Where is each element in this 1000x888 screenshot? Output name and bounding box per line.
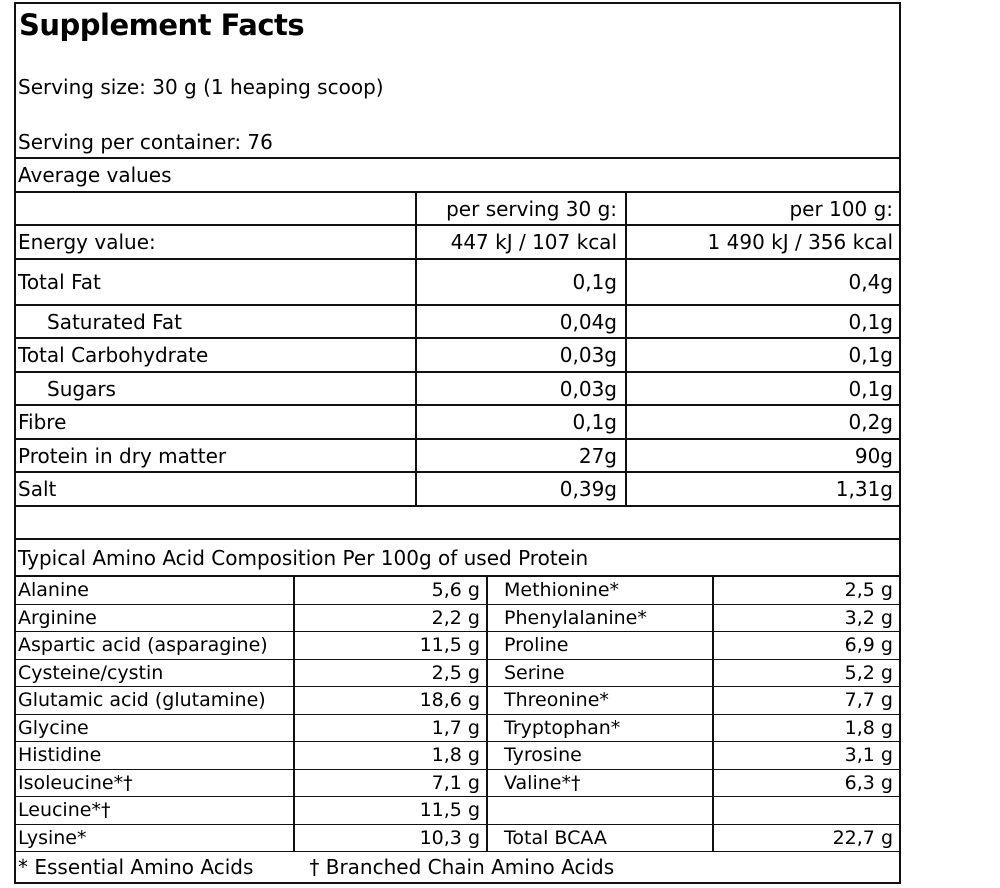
amino-value-cell: 1,7 g xyxy=(293,714,486,742)
amino-name-cell xyxy=(486,797,712,825)
nutrition-table: per serving 30 g: per 100 g: Energy valu… xyxy=(16,191,899,507)
per-100g-cell: 90g xyxy=(625,440,899,473)
per-serving-cell: 0,1g xyxy=(415,260,625,306)
amino-value-cell xyxy=(712,797,899,825)
footnotes-row: * Essential Amino Acids † Branched Chain… xyxy=(16,852,899,882)
amino-value-cell: 2,2 g xyxy=(293,604,486,632)
nutrition-label-cell: Protein in dry matter xyxy=(16,440,415,473)
amino-name-cell: Methionine* xyxy=(486,577,712,605)
amino-name-cell: Histidine xyxy=(16,742,293,770)
amino-value-cell: 1,8 g xyxy=(712,714,899,742)
amino-name-cell: Isoleucine*† xyxy=(16,770,293,797)
amino-value-cell: 3,1 g xyxy=(712,742,899,770)
per-serving-cell: 0,1g xyxy=(415,406,625,440)
amino-value-cell: 10,3 g xyxy=(293,824,486,852)
amino-name-cell: Proline xyxy=(486,632,712,660)
per-serving-cell: 447 kJ / 107 kcal xyxy=(415,226,625,260)
amino-value-cell: 2,5 g xyxy=(712,577,899,605)
amino-value-cell: 11,5 g xyxy=(293,632,486,660)
per-100g-cell: 0,1g xyxy=(625,306,899,339)
amino-name-cell: Glutamic acid (glutamine) xyxy=(16,687,293,715)
label-header: Supplement Facts Serving size: 30 g (1 h… xyxy=(16,4,899,157)
nutrition-label-cell: Fibre xyxy=(16,406,415,440)
amino-value-cell: 7,7 g xyxy=(712,687,899,715)
amino-value-cell: 5,2 g xyxy=(712,659,899,687)
per-100g-cell: 1 490 kJ / 356 kcal xyxy=(625,226,899,260)
amino-value-cell: 2,5 g xyxy=(293,659,486,687)
amino-name-cell: Total BCAA xyxy=(486,824,712,852)
nutrition-label-cell: Energy value: xyxy=(16,226,415,260)
amino-value-cell: 5,6 g xyxy=(293,577,486,605)
average-values-label: Average values xyxy=(18,163,172,187)
amino-name-cell: Leucine*† xyxy=(16,797,293,825)
amino-name-cell: Tryptophan* xyxy=(486,714,712,742)
amino-name-cell: Tyrosine xyxy=(486,742,712,770)
per-100g-cell: 0,1g xyxy=(625,373,899,406)
amino-name-cell: Alanine xyxy=(16,577,293,605)
per-100g-cell: 1,31g xyxy=(625,473,899,507)
amino-name-cell: Aspartic acid (asparagine) xyxy=(16,632,293,660)
supplement-facts-label: Supplement Facts Serving size: 30 g (1 h… xyxy=(14,2,901,884)
nutrition-label-cell: Salt xyxy=(16,473,415,507)
amino-value-cell: 1,8 g xyxy=(293,742,486,770)
servings-per-container-text: Serving per container: 76 xyxy=(18,130,273,154)
nutrition-label-cell: Sugars xyxy=(16,373,415,406)
footnote-essential: * Essential Amino Acids xyxy=(18,855,254,879)
per-serving-cell: 0,04g xyxy=(415,306,625,339)
nutrition-col-header-per-100g: per 100 g: xyxy=(625,193,899,226)
per-serving-cell: 0,39g xyxy=(415,473,625,507)
amino-section-heading: Typical Amino Acid Composition Per 100g … xyxy=(18,545,589,570)
amino-name-cell: Threonine* xyxy=(486,687,712,715)
amino-value-cell: 6,3 g xyxy=(712,769,899,797)
spacer-band xyxy=(16,507,899,538)
nutrition-label-cell: Total Fat xyxy=(16,260,415,306)
amino-name-cell: Glycine xyxy=(16,715,293,742)
amino-name-cell: Arginine xyxy=(16,605,293,632)
nutrition-label-cell: Saturated Fat xyxy=(16,306,415,339)
amino-value-cell: 3,2 g xyxy=(712,604,899,632)
amino-section-heading-row: Typical Amino Acid Composition Per 100g … xyxy=(16,538,899,577)
per-serving-cell: 0,03g xyxy=(415,339,625,373)
per-serving-cell: 0,03g xyxy=(415,373,625,406)
per-100g-cell: 0,2g xyxy=(625,406,899,440)
amino-value-cell: 22,7 g xyxy=(712,824,899,852)
amino-name-cell: Phenylalanine* xyxy=(486,604,712,632)
average-values-row: Average values xyxy=(16,157,899,191)
amino-name-cell: Serine xyxy=(486,659,712,687)
nutrition-col-header-per-serving: per serving 30 g: xyxy=(415,193,625,226)
amino-name-cell: Lysine* xyxy=(16,825,293,852)
serving-size-text: Serving size: 30 g (1 heaping scoop) xyxy=(18,75,384,99)
amino-name-cell: Valine*† xyxy=(486,769,712,797)
per-100g-cell: 0,4g xyxy=(625,260,899,306)
amino-value-cell: 18,6 g xyxy=(293,687,486,715)
amino-acid-table: Alanine 5,6 g Methionine* 2,5 g Arginine… xyxy=(16,577,899,852)
footnote-bcaa: † Branched Chain Amino Acids xyxy=(309,855,615,879)
nutrition-col-header-blank xyxy=(16,193,415,226)
per-serving-cell: 27g xyxy=(415,440,625,473)
amino-name-cell: Cysteine/cystin xyxy=(16,660,293,687)
per-100g-cell: 0,1g xyxy=(625,339,899,373)
amino-value-cell: 11,5 g xyxy=(293,797,486,825)
nutrition-label-cell: Total Carbohydrate xyxy=(16,339,415,373)
amino-value-cell: 7,1 g xyxy=(293,769,486,797)
amino-value-cell: 6,9 g xyxy=(712,632,899,660)
label-title: Supplement Facts xyxy=(19,8,305,42)
